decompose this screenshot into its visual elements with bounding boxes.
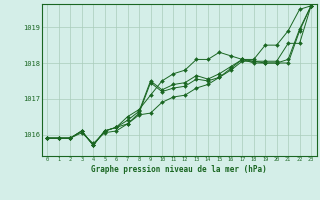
X-axis label: Graphe pression niveau de la mer (hPa): Graphe pression niveau de la mer (hPa) bbox=[91, 165, 267, 174]
